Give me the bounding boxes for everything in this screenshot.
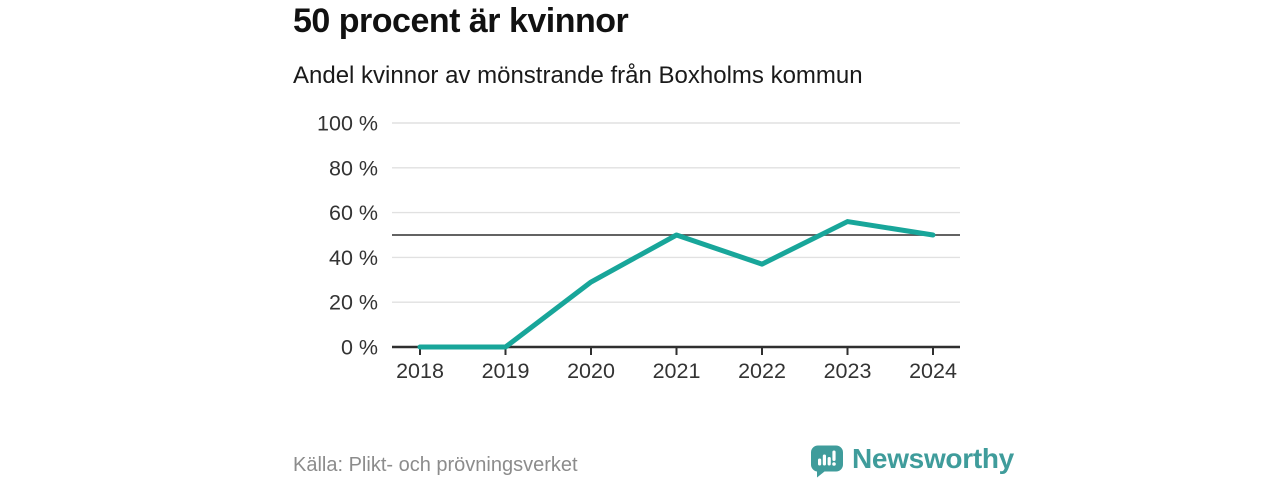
- x-tick-label: 2021: [653, 359, 701, 383]
- y-tick-label: 100 %: [317, 112, 378, 136]
- newsworthy-logo: Newsworthy: [810, 443, 1014, 479]
- x-tick-label: 2024: [909, 359, 957, 383]
- chart-title: 50 procent är kvinnor: [293, 2, 629, 40]
- x-tick-label: 2023: [824, 359, 872, 383]
- source-caption: Källa: Plikt- och prövningsverket: [293, 454, 578, 476]
- y-tick-label: 20 %: [329, 291, 378, 315]
- data-line-andel-kvinnor: [417, 219, 936, 350]
- newsworthy-logo-text: Newsworthy: [852, 443, 1014, 474]
- y-tick-label: 40 %: [329, 246, 378, 270]
- chart-subtitle: Andel kvinnor av mönstrande från Boxholm…: [293, 62, 863, 89]
- y-tick-label: 0 %: [341, 336, 378, 360]
- x-tick-label: 2022: [738, 359, 786, 383]
- y-tick-label: 60 %: [329, 201, 378, 225]
- bar-chart-speech-bubble-icon: [810, 445, 843, 478]
- x-tick-label: 2020: [567, 359, 615, 383]
- x-tick-label: 2018: [396, 359, 444, 383]
- y-tick-label: 80 %: [329, 156, 378, 180]
- x-tick-label: 2019: [482, 359, 530, 383]
